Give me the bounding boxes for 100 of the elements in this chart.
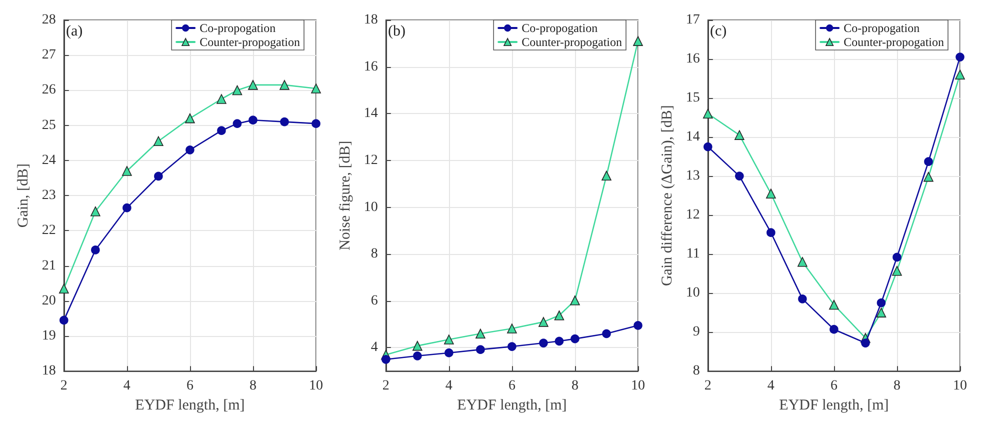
point bbox=[185, 113, 195, 124]
x-tick-label: 10 bbox=[953, 378, 967, 394]
point bbox=[924, 172, 934, 182]
point bbox=[280, 117, 289, 126]
y-tick-label: 13 bbox=[686, 168, 700, 184]
point bbox=[412, 340, 422, 351]
y-tick-label: 8 bbox=[370, 246, 378, 262]
x-tick-label: 8 bbox=[893, 378, 900, 394]
point bbox=[876, 298, 886, 308]
y-tick-label: 16 bbox=[686, 52, 700, 67]
point bbox=[876, 308, 886, 318]
y-tick-label: 19 bbox=[42, 328, 56, 344]
point bbox=[798, 294, 807, 304]
point bbox=[892, 266, 902, 276]
y-tick-label: 14 bbox=[686, 130, 700, 145]
x-tick-label: 2 bbox=[60, 378, 68, 394]
x-tick-label: 10 bbox=[631, 378, 645, 394]
point bbox=[280, 80, 290, 90]
y-tick-label: 20 bbox=[42, 293, 56, 308]
y-tick-label: 10 bbox=[686, 286, 700, 301]
y-tick-label: 10 bbox=[364, 200, 378, 215]
point bbox=[554, 310, 564, 320]
y-axis-title: Gain, [dB] bbox=[16, 163, 32, 228]
y-tick-label: 9 bbox=[692, 324, 700, 340]
point bbox=[122, 166, 132, 176]
y-tick-label: 25 bbox=[42, 118, 56, 133]
point bbox=[507, 324, 517, 334]
x-tick-label: 8 bbox=[571, 378, 578, 394]
point bbox=[538, 317, 548, 327]
y-tick-label: 28 bbox=[42, 12, 56, 28]
legend-label: Counter-propogation bbox=[522, 35, 622, 49]
point bbox=[122, 203, 132, 212]
point bbox=[217, 126, 226, 135]
point bbox=[444, 334, 454, 344]
y-tick-label: 18 bbox=[364, 12, 378, 28]
point bbox=[602, 329, 611, 338]
y-tick-label: 17 bbox=[686, 12, 700, 28]
y-tick-label: 26 bbox=[42, 82, 56, 98]
point bbox=[232, 119, 242, 128]
x-tick-label: 2 bbox=[704, 378, 712, 394]
point bbox=[956, 52, 964, 62]
y-tick-label: 22 bbox=[42, 223, 56, 238]
point bbox=[444, 348, 454, 358]
point bbox=[766, 228, 776, 238]
point bbox=[216, 94, 226, 104]
point bbox=[735, 172, 744, 180]
y-tick-label: 6 bbox=[370, 293, 378, 308]
x-axis-title: EYDF length, [m] bbox=[135, 398, 245, 414]
point bbox=[602, 170, 612, 181]
x-tick-label: 8 bbox=[249, 378, 256, 394]
point bbox=[734, 130, 744, 140]
point bbox=[570, 334, 580, 344]
y-tick-label: 14 bbox=[364, 106, 378, 122]
legend-label: Counter-propogation bbox=[200, 35, 300, 49]
y-axis-title: Noise figure, [dB] bbox=[338, 140, 354, 250]
point bbox=[704, 142, 712, 152]
y-tick-label: 18 bbox=[42, 364, 56, 379]
y-tick-label: 8 bbox=[692, 364, 700, 379]
x-tick-label: 6 bbox=[186, 378, 194, 394]
x-tick-label: 4 bbox=[767, 378, 774, 394]
point bbox=[91, 246, 100, 254]
y-tick-label: 11 bbox=[686, 246, 700, 262]
x-tick-label: 4 bbox=[445, 378, 452, 394]
point bbox=[59, 284, 69, 294]
y-axis-title: Gain difference (ΔGain), [dB] bbox=[660, 105, 676, 286]
point bbox=[154, 136, 164, 146]
point bbox=[766, 188, 776, 198]
legend-label: Co-propogation bbox=[522, 21, 598, 35]
x-axis-title: EYDF length, [m] bbox=[457, 398, 567, 414]
annotation: (c) bbox=[710, 24, 727, 40]
y-tick-label: 15 bbox=[686, 90, 700, 106]
y-tick-label: 21 bbox=[42, 258, 56, 274]
point bbox=[892, 252, 902, 262]
point bbox=[248, 116, 258, 124]
point bbox=[508, 342, 516, 351]
point bbox=[634, 321, 642, 330]
y-tick-label: 27 bbox=[42, 48, 56, 63]
annotation: (b) bbox=[388, 24, 406, 40]
y-tick-label: 24 bbox=[42, 152, 56, 168]
point bbox=[703, 108, 713, 119]
point bbox=[232, 85, 242, 96]
y-tick-label: 16 bbox=[364, 59, 378, 74]
point bbox=[861, 338, 870, 348]
y-tick-label: 12 bbox=[364, 152, 378, 168]
x-tick-label: 6 bbox=[508, 378, 516, 394]
point bbox=[570, 296, 580, 306]
point bbox=[554, 336, 564, 346]
x-tick-label: 4 bbox=[123, 378, 130, 394]
point bbox=[955, 70, 965, 80]
point bbox=[476, 345, 485, 354]
point bbox=[924, 157, 933, 166]
point bbox=[248, 80, 258, 90]
annotation: (a) bbox=[66, 24, 83, 40]
legend-label: Co-propogation bbox=[200, 21, 276, 35]
x-tick-label: 2 bbox=[382, 378, 390, 394]
point bbox=[539, 338, 548, 348]
point bbox=[476, 328, 486, 339]
y-tick-label: 12 bbox=[686, 208, 700, 223]
point bbox=[829, 300, 839, 310]
point bbox=[60, 316, 68, 325]
